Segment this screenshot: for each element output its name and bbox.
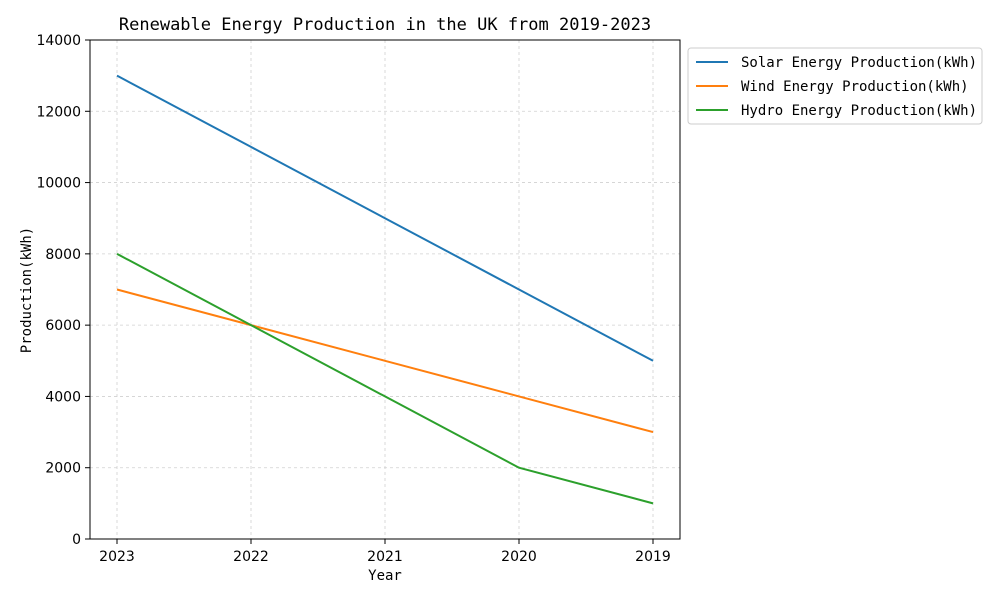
- series-line-2: [116, 288, 654, 434]
- y-tick-label: 8000: [45, 247, 81, 263]
- series-line-3: [116, 252, 654, 505]
- x-tick-label: 2019: [635, 549, 671, 565]
- grid: [90, 39, 680, 540]
- y-tick-label: 0: [72, 532, 81, 548]
- legend-label: Solar Energy Production(kWh): [741, 55, 977, 71]
- y-tick-label: 12000: [36, 104, 81, 120]
- series-line-1: [116, 74, 654, 362]
- legend: Solar Energy Production(kWh) Wind Energy …: [687, 47, 983, 125]
- legend-label: Wind Energy Production(kWh): [741, 79, 969, 95]
- y-tick-label: 6000: [45, 318, 81, 334]
- x-tick-label: 2022: [233, 549, 269, 565]
- x-axis-label: Year: [368, 568, 402, 584]
- y-tick-label: 4000: [45, 389, 81, 405]
- legend-label: Hydro Energy Production(kWh): [741, 103, 977, 119]
- y-axis-ticks: 0 2000 4000 6000 8000 10000 12000 14000: [36, 33, 90, 548]
- x-tick-label: 2020: [501, 549, 537, 565]
- legend-box: [687, 47, 983, 125]
- x-tick-label: 2021: [367, 549, 403, 565]
- y-axis-label: Production(kWh): [19, 227, 35, 353]
- x-axis-ticks: 2023 2022 2021 2020 2019: [99, 539, 671, 565]
- y-tick-label: 2000: [45, 461, 81, 477]
- y-tick-label: 14000: [36, 33, 81, 49]
- y-tick-label: 10000: [36, 176, 81, 192]
- legend-items: Solar Energy Production(kWh) Wind Energy …: [696, 55, 977, 119]
- x-tick-label: 2023: [99, 549, 135, 565]
- series-group: [116, 74, 654, 505]
- chart-title: Renewable Energy Production in the UK fr…: [119, 15, 651, 35]
